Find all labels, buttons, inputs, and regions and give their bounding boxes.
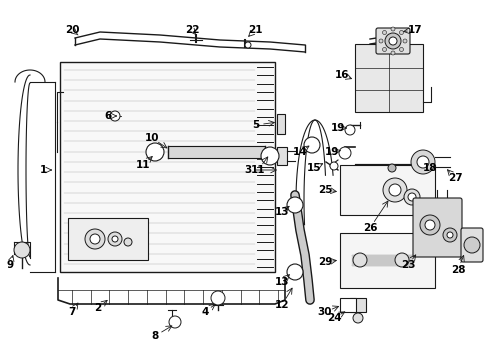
Text: 9: 9: [6, 260, 14, 270]
Text: 8: 8: [151, 331, 158, 341]
Circle shape: [146, 143, 163, 161]
Circle shape: [261, 147, 279, 165]
Circle shape: [338, 147, 350, 159]
Bar: [68, 218, 148, 260]
Text: 29: 29: [317, 257, 331, 267]
Text: 22: 22: [184, 25, 199, 35]
Circle shape: [446, 232, 452, 238]
Circle shape: [108, 232, 122, 246]
Text: 21: 21: [247, 25, 262, 35]
Text: 30: 30: [317, 307, 331, 317]
Text: 20: 20: [64, 25, 79, 35]
Circle shape: [90, 234, 100, 244]
Text: 5: 5: [252, 120, 259, 130]
Text: 19: 19: [330, 123, 345, 133]
Circle shape: [403, 189, 419, 205]
Circle shape: [352, 253, 366, 267]
Text: 26: 26: [362, 223, 376, 233]
Circle shape: [112, 236, 118, 242]
Circle shape: [399, 48, 403, 51]
Circle shape: [378, 39, 382, 43]
Text: 11: 11: [250, 165, 264, 175]
Text: 24: 24: [326, 313, 341, 323]
Circle shape: [286, 264, 303, 280]
Bar: [339, 298, 355, 312]
Text: 12: 12: [274, 300, 289, 310]
Bar: [60, 62, 274, 272]
Text: 6: 6: [104, 111, 111, 121]
Text: 10: 10: [144, 133, 159, 143]
Text: 14: 14: [292, 147, 306, 157]
Text: 19: 19: [324, 147, 339, 157]
Text: 18: 18: [422, 163, 436, 173]
FancyBboxPatch shape: [375, 28, 409, 54]
Circle shape: [124, 238, 132, 246]
Bar: [354, 44, 422, 112]
Circle shape: [424, 220, 434, 230]
Text: 15: 15: [306, 163, 321, 173]
Circle shape: [382, 31, 386, 35]
Text: 23: 23: [400, 260, 414, 270]
Bar: [339, 165, 434, 215]
Text: 25: 25: [317, 185, 331, 195]
Text: 7: 7: [68, 307, 76, 317]
Circle shape: [387, 164, 395, 172]
Circle shape: [407, 193, 415, 201]
Text: 17: 17: [407, 25, 422, 35]
FancyBboxPatch shape: [412, 198, 461, 257]
Circle shape: [85, 229, 105, 249]
Circle shape: [210, 291, 224, 305]
Circle shape: [329, 162, 337, 170]
Circle shape: [382, 178, 406, 202]
Circle shape: [110, 111, 120, 121]
Circle shape: [419, 215, 439, 235]
Circle shape: [390, 51, 394, 55]
Circle shape: [390, 27, 394, 31]
Bar: [276, 147, 286, 165]
Text: 2: 2: [94, 303, 102, 313]
Text: 13: 13: [274, 207, 289, 217]
Bar: [349, 298, 365, 312]
Text: 16: 16: [334, 70, 348, 80]
Circle shape: [14, 242, 30, 258]
Circle shape: [399, 31, 403, 35]
Circle shape: [345, 125, 354, 135]
Circle shape: [463, 237, 479, 253]
Circle shape: [442, 228, 456, 242]
Text: 27: 27: [447, 173, 461, 183]
Text: 28: 28: [450, 265, 464, 275]
Circle shape: [244, 42, 250, 48]
Circle shape: [416, 156, 428, 168]
Circle shape: [394, 253, 408, 267]
Circle shape: [169, 316, 181, 328]
Circle shape: [384, 33, 400, 49]
Circle shape: [402, 39, 406, 43]
Circle shape: [388, 37, 396, 45]
Circle shape: [382, 48, 386, 51]
Bar: [276, 114, 285, 134]
Text: 3: 3: [244, 165, 251, 175]
Text: 1: 1: [40, 165, 46, 175]
Text: 13: 13: [274, 277, 289, 287]
Circle shape: [388, 184, 400, 196]
Circle shape: [304, 137, 319, 153]
FancyBboxPatch shape: [460, 228, 482, 262]
Text: 11: 11: [136, 160, 150, 170]
Circle shape: [352, 313, 362, 323]
Circle shape: [286, 197, 303, 213]
Circle shape: [410, 150, 434, 174]
Bar: [339, 233, 434, 288]
Text: 4: 4: [201, 307, 208, 317]
